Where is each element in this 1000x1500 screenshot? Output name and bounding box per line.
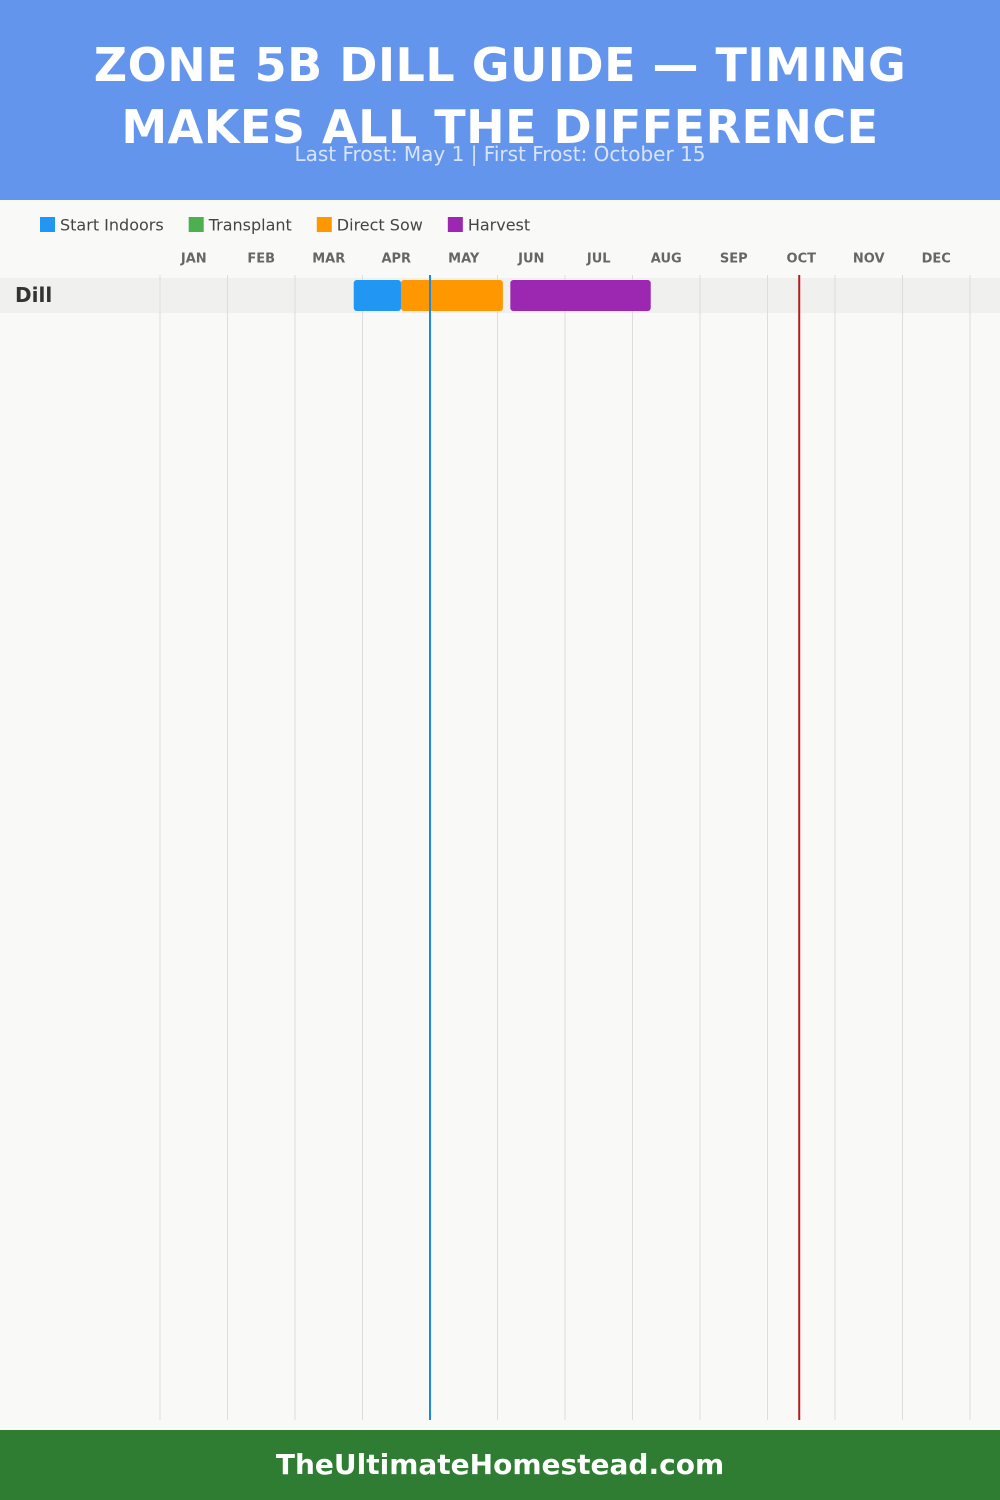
- x-tick-label: SEP: [720, 252, 748, 267]
- legend-swatch: [447, 217, 463, 232]
- x-tick-label: DEC: [922, 252, 951, 267]
- x-tick-label: NOV: [853, 252, 885, 267]
- legend-label: Harvest: [468, 216, 530, 235]
- x-tick-label: JUN: [517, 252, 544, 267]
- x-tick-label: JAN: [180, 252, 207, 267]
- legend-swatch: [40, 217, 55, 232]
- footer: TheUltimateHomestead.com: [0, 1430, 1000, 1500]
- legend-swatch: [188, 217, 204, 232]
- x-tick-label: JUL: [586, 252, 611, 267]
- x-tick-label: FEB: [247, 252, 275, 267]
- x-tick-label: MAR: [312, 252, 345, 267]
- legend-label: Start Indoors: [60, 216, 164, 235]
- x-tick-label: OCT: [787, 252, 817, 267]
- row-label: Dill: [15, 283, 52, 307]
- x-tick-label: APR: [381, 252, 411, 267]
- timeline-bar: [353, 280, 401, 311]
- legend-label: Direct Sow: [337, 216, 423, 235]
- chart: Dill JAN FEB MAR APR MAY JUN JUL AUG SEP OCT NOV DEC…: [0, 216, 1000, 1420]
- legend-swatch: [316, 217, 332, 232]
- x-tick-label: AUG: [651, 252, 682, 267]
- header: ZONE 5B DILL GUIDE — TIMING MAKES ALL TH…: [0, 0, 1000, 200]
- x-tick-label: MAY: [448, 252, 480, 267]
- chart-subtitle: Last Frost: May 1 | First Frost: October…: [294, 142, 706, 166]
- timeline-bar: [510, 280, 651, 311]
- chart-title: ZONE 5B DILL GUIDE — TIMING MAKES ALL TH…: [93, 38, 907, 154]
- timeline-bar: [400, 280, 503, 311]
- legend-label: Transplant: [208, 216, 292, 235]
